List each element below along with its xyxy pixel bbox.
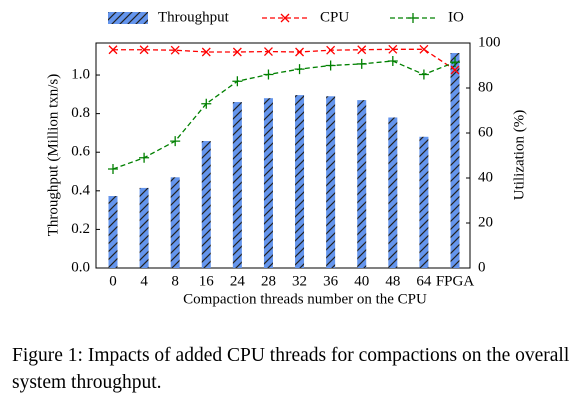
y-tick-label: 0.0	[71, 259, 90, 275]
x-tick-label: 4	[140, 273, 148, 289]
bar	[232, 102, 242, 268]
y2-tick-label: 40	[478, 169, 493, 185]
marker	[450, 65, 460, 75]
bar	[326, 96, 336, 268]
legend-marker	[280, 13, 290, 23]
bar	[170, 177, 180, 268]
marker	[263, 69, 274, 80]
x-tick-label: 16	[199, 273, 215, 289]
y2-tick-label: 80	[478, 79, 493, 95]
y2-tick-label: 0	[478, 259, 486, 275]
marker	[108, 45, 118, 55]
x-tick-label: 36	[323, 273, 339, 289]
marker	[201, 98, 212, 109]
y-tick-label: 1.0	[71, 66, 90, 82]
legend-swatch	[108, 12, 148, 24]
chart: Compaction threads number on the CPU Thr…	[45, 9, 527, 307]
marker	[139, 45, 149, 55]
bar	[388, 117, 398, 269]
marker	[450, 57, 460, 68]
legend-marker	[408, 13, 418, 23]
x-tick-label: 48	[385, 273, 400, 289]
marker	[419, 44, 429, 54]
marker	[170, 136, 181, 147]
marker	[139, 152, 150, 163]
marker	[325, 60, 336, 71]
bar	[357, 100, 367, 269]
y-tick-label: 0.8	[71, 105, 90, 121]
bar	[419, 136, 429, 268]
bar	[450, 53, 460, 269]
x-tick-label: FPGA	[436, 273, 475, 289]
bar	[295, 95, 305, 269]
marker	[418, 69, 429, 80]
x-tick-label: 32	[292, 273, 307, 289]
marker	[294, 64, 305, 75]
y2-axis-label: Utilization (%)	[511, 110, 527, 200]
legend-label: Throughput	[158, 9, 230, 25]
x-tick-label: 24	[230, 273, 246, 289]
marker	[356, 58, 367, 69]
x-tick-label: 0	[109, 273, 117, 289]
x-tick-label: 28	[261, 273, 276, 289]
bar	[108, 196, 118, 268]
bar	[263, 98, 273, 268]
marker	[108, 164, 118, 174]
line	[113, 48, 456, 71]
caption: Figure 1: Impacts of added CPU threads f…	[12, 345, 570, 393]
y-tick-label: 0.2	[71, 221, 90, 237]
x-axis-label: Compaction threads number on the CPU	[183, 291, 427, 307]
y-axis-label: Throughput (Million txn/s)	[45, 74, 61, 237]
marker	[201, 47, 211, 57]
x-tick-label: 8	[171, 273, 179, 289]
marker	[387, 56, 398, 66]
marker	[295, 47, 305, 57]
y2-tick-label: 60	[478, 124, 493, 140]
line	[112, 60, 456, 170]
marker	[232, 76, 243, 87]
x-tick-label: 64	[416, 273, 432, 289]
marker	[232, 47, 242, 57]
marker	[263, 47, 273, 57]
y-tick-label: 0.6	[71, 144, 90, 160]
marker	[388, 44, 398, 54]
marker	[326, 45, 336, 55]
legend-label: CPU	[320, 9, 349, 25]
bar	[201, 141, 211, 268]
x-tick-label: 40	[354, 273, 369, 289]
y2-tick-label: 20	[478, 214, 493, 230]
marker	[357, 45, 367, 55]
marker	[170, 45, 180, 55]
y2-tick-label: 100	[478, 34, 501, 50]
bar	[139, 187, 149, 268]
legend-label: IO	[448, 9, 464, 25]
y-tick-label: 0.4	[71, 182, 90, 198]
plot-frame	[95, 42, 471, 269]
